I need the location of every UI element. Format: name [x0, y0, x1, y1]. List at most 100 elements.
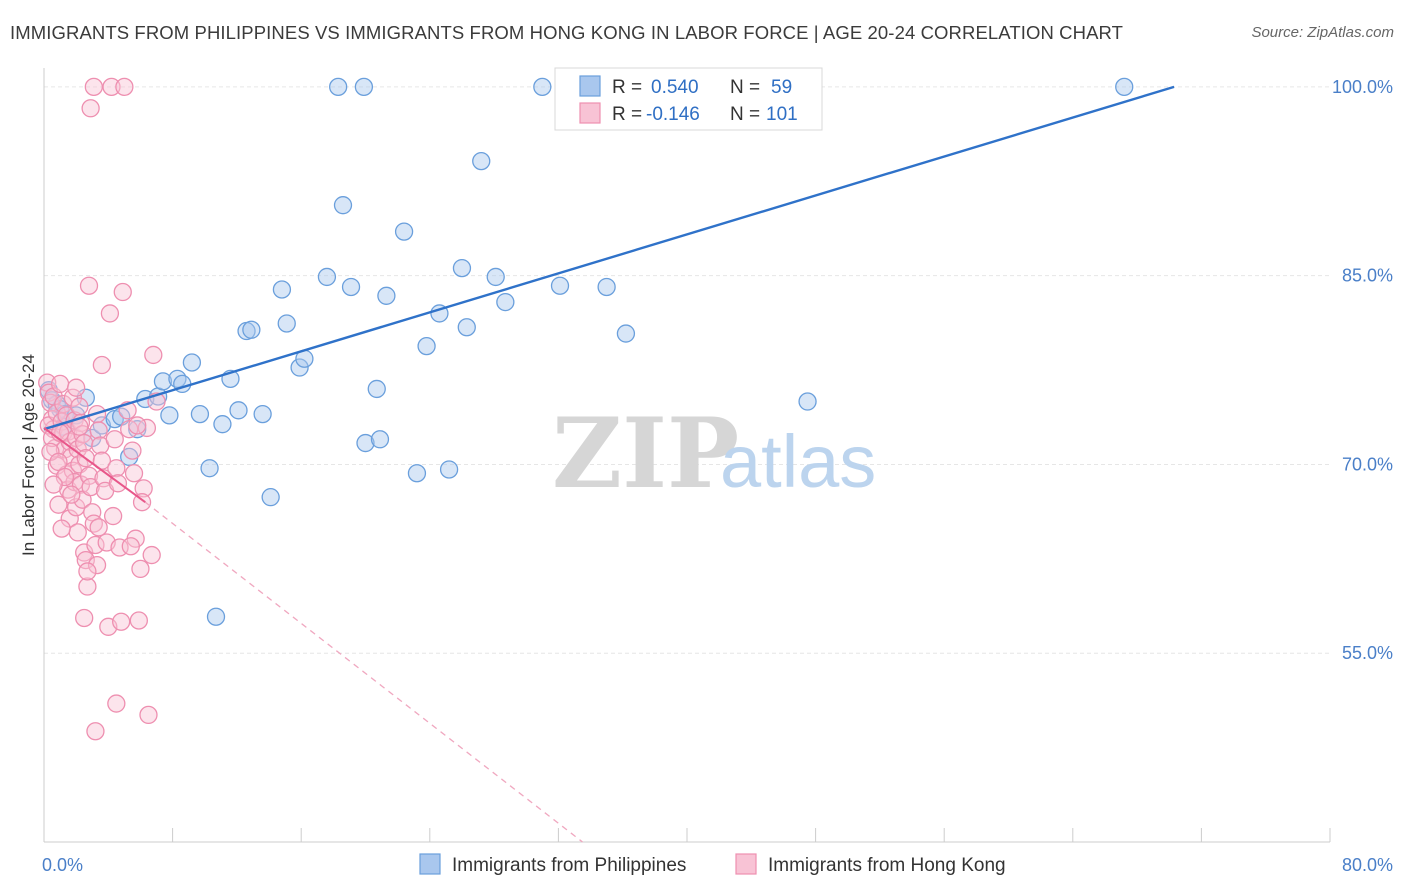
- point-0-54: [533, 77, 552, 97]
- stats-swatch-hongkong: [579, 102, 601, 124]
- chart-source: Source: ZipAtlas.com: [1251, 24, 1394, 41]
- point-0-17: [160, 406, 179, 425]
- point-1-62: [102, 77, 121, 97]
- point-1-52: [84, 77, 103, 97]
- point-1-50: [79, 276, 99, 295]
- point-0-16: [153, 372, 173, 391]
- y-tick-labels: 100.0% 85.0% 70.0% 55.0%: [1332, 77, 1393, 663]
- point-1-63: [105, 430, 124, 449]
- point-0-30: [261, 488, 280, 507]
- point-0-55: [550, 276, 570, 295]
- point-0-43: [377, 286, 396, 305]
- point-1-49: [87, 555, 107, 575]
- chart-title: IMMIGRANTS FROM PHILIPPINES VS IMMIGRANT…: [10, 22, 1124, 43]
- point-1-75: [131, 559, 150, 579]
- point-0-31: [272, 280, 292, 299]
- x-tick-label-0: 0.0%: [42, 855, 83, 875]
- point-0-46: [417, 336, 436, 356]
- point-0-29: [253, 404, 272, 424]
- point-0-41: [367, 379, 386, 399]
- watermark: ZIP atlas: [552, 397, 876, 510]
- point-1-27: [68, 523, 87, 542]
- point-1-86: [92, 355, 112, 375]
- point-0-28: [242, 320, 261, 339]
- point-1-67: [113, 282, 132, 302]
- point-0-32: [277, 314, 296, 333]
- point-1-12: [50, 374, 70, 394]
- point-0-48: [439, 460, 459, 479]
- point-1-38: [67, 378, 86, 397]
- point-1-36: [76, 550, 95, 570]
- point-0-38: [341, 277, 361, 297]
- point-0-42: [370, 430, 390, 449]
- point-0-45: [407, 464, 427, 483]
- stats-n-label-hongkong: N =: [730, 104, 760, 125]
- trendline-1: [43, 427, 146, 504]
- trendlines: [43, 85, 1175, 843]
- point-0-51: [472, 151, 491, 171]
- point-1-91: [49, 452, 68, 472]
- point-0-26: [229, 401, 248, 420]
- point-1-54: [89, 421, 108, 440]
- point-1-85: [112, 612, 131, 631]
- stats-n-value-hongkong: 101: [766, 104, 798, 125]
- point-1-94: [103, 506, 123, 526]
- point-1-78: [139, 705, 158, 725]
- point-1-98: [128, 416, 147, 435]
- x-ticks: [43, 828, 1331, 842]
- legend-label-philippines: Immigrants from Philippines: [452, 855, 686, 876]
- point-1-48: [86, 535, 105, 555]
- point-1-89: [62, 485, 81, 504]
- point-1-80: [144, 345, 163, 365]
- legend-swatch-hongkong: [735, 853, 757, 875]
- point-1-99: [44, 475, 63, 494]
- point-0-57: [616, 324, 636, 343]
- trendline-extension-1: [144, 501, 583, 843]
- point-1-42: [75, 433, 94, 453]
- point-0-52: [486, 267, 505, 287]
- point-0-49: [452, 258, 472, 278]
- point-1-71: [123, 441, 142, 460]
- stats-n-label-philippines: N =: [730, 77, 760, 98]
- point-0-22: [200, 459, 219, 478]
- point-0-23: [206, 607, 226, 626]
- point-1-95: [89, 518, 108, 537]
- point-0-56: [597, 277, 616, 297]
- point-0-44: [394, 222, 414, 241]
- point-0-35: [317, 267, 337, 287]
- series-legend: Immigrants from Philippines Immigrants f…: [419, 853, 1006, 876]
- stats-r-label-hongkong: R =: [612, 104, 642, 125]
- series-0: [39, 77, 1134, 626]
- watermark-zip: ZIP: [552, 397, 739, 510]
- y-tick-label-0: 100.0%: [1332, 77, 1393, 97]
- y-tick-label-3: 55.0%: [1342, 643, 1393, 663]
- series-layer: [38, 77, 1134, 741]
- series-1: [38, 77, 166, 741]
- point-1-72: [124, 464, 144, 483]
- point-1-100: [52, 519, 71, 538]
- point-0-37: [333, 196, 353, 215]
- trendline-0: [43, 85, 1175, 431]
- point-0-33: [290, 358, 309, 377]
- point-0-36: [329, 77, 348, 97]
- point-0-20: [182, 353, 202, 372]
- point-0-39: [354, 77, 374, 97]
- y-axis-label: In Labor Force | Age 20-24: [19, 354, 38, 556]
- point-1-79: [142, 545, 161, 565]
- point-0-53: [496, 292, 515, 312]
- point-1-45: [81, 477, 100, 497]
- point-0-50: [457, 318, 476, 337]
- point-1-44: [79, 466, 99, 485]
- y-tick-label-2: 70.0%: [1342, 454, 1393, 474]
- point-1-39: [70, 397, 89, 416]
- point-1-64: [107, 459, 126, 478]
- y-tick-label-1: 85.0%: [1342, 266, 1393, 286]
- legend-label-hongkong: Immigrants from Hong Kong: [768, 855, 1006, 876]
- point-0-59: [1115, 77, 1134, 97]
- stats-r-value-philippines: 0.540: [651, 77, 699, 98]
- point-1-83: [86, 722, 105, 741]
- point-1-93: [121, 537, 140, 556]
- point-1-74: [129, 611, 148, 630]
- point-0-40: [356, 433, 375, 453]
- watermark-atlas: atlas: [720, 420, 876, 503]
